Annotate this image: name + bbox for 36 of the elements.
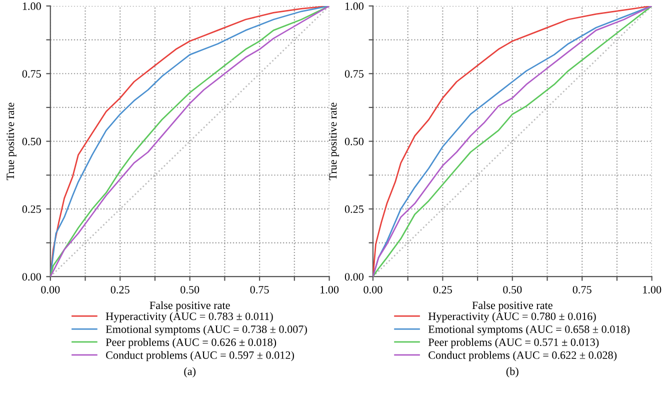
y-tick-label: 1.00 xyxy=(345,2,364,10)
text: (a) xyxy=(184,367,196,378)
x-axis-title: False positive rate xyxy=(472,301,552,312)
x-tick-label: 0.50 xyxy=(180,286,200,294)
x-tick-label: 0.00 xyxy=(364,286,382,294)
x-tick-label: 0.25 xyxy=(433,286,452,294)
y-tick-label: 0.25 xyxy=(344,205,364,213)
y-axis-title: True positive rate xyxy=(6,102,16,180)
legend-label: Emotional symptoms (AUC = 0.738 ± 0.007) xyxy=(106,325,307,336)
legend-label: Peer problems (AUC = 0.626 ± 0.018) xyxy=(106,338,276,348)
line-series xyxy=(50,6,330,277)
x-tick-label: 0.25 xyxy=(110,286,130,294)
y-tick-label: 1.00 xyxy=(22,2,41,10)
x-tick-label: 0.75 xyxy=(572,286,592,294)
x-axis-title: False positive rate xyxy=(150,301,230,312)
x-tick-label: 0.50 xyxy=(503,286,522,294)
legend-label: Conduct problems (AUC = 0.597 ± 0.012) xyxy=(106,351,294,362)
y-tick-label: 0.00 xyxy=(344,273,364,281)
y-tick-label: 0.25 xyxy=(22,205,41,213)
legend-label: Hyperactivity (AUC = 0.783 ± 0.011) xyxy=(106,312,273,322)
legend-label: Peer problems (AUC = 0.571 ± 0.013) xyxy=(428,338,599,348)
x-tick-label: 1.00 xyxy=(320,286,339,294)
y-tick-label: 0.75 xyxy=(22,70,41,78)
legend-label: Emotional symptoms (AUC = 0.658 ± 0.018) xyxy=(428,325,630,336)
x-tick-label: 0.75 xyxy=(250,286,269,294)
y-tick-label: 0.75 xyxy=(344,70,364,78)
y-tick-label: 0.00 xyxy=(22,273,41,281)
line-series xyxy=(372,6,652,277)
x-tick-label: 1.00 xyxy=(643,286,662,294)
text: (b) xyxy=(506,367,518,378)
x-tick-label: 0.00 xyxy=(41,286,60,294)
y-tick-label: 0.50 xyxy=(22,138,41,146)
legend-label: Conduct problems (AUC = 0.622 ± 0.028) xyxy=(428,351,617,362)
y-tick-label: 0.50 xyxy=(344,138,364,146)
legend-label: Hyperactivity (AUC = 0.780 ± 0.016) xyxy=(428,312,596,322)
y-axis-title: True positive rate xyxy=(329,102,339,180)
